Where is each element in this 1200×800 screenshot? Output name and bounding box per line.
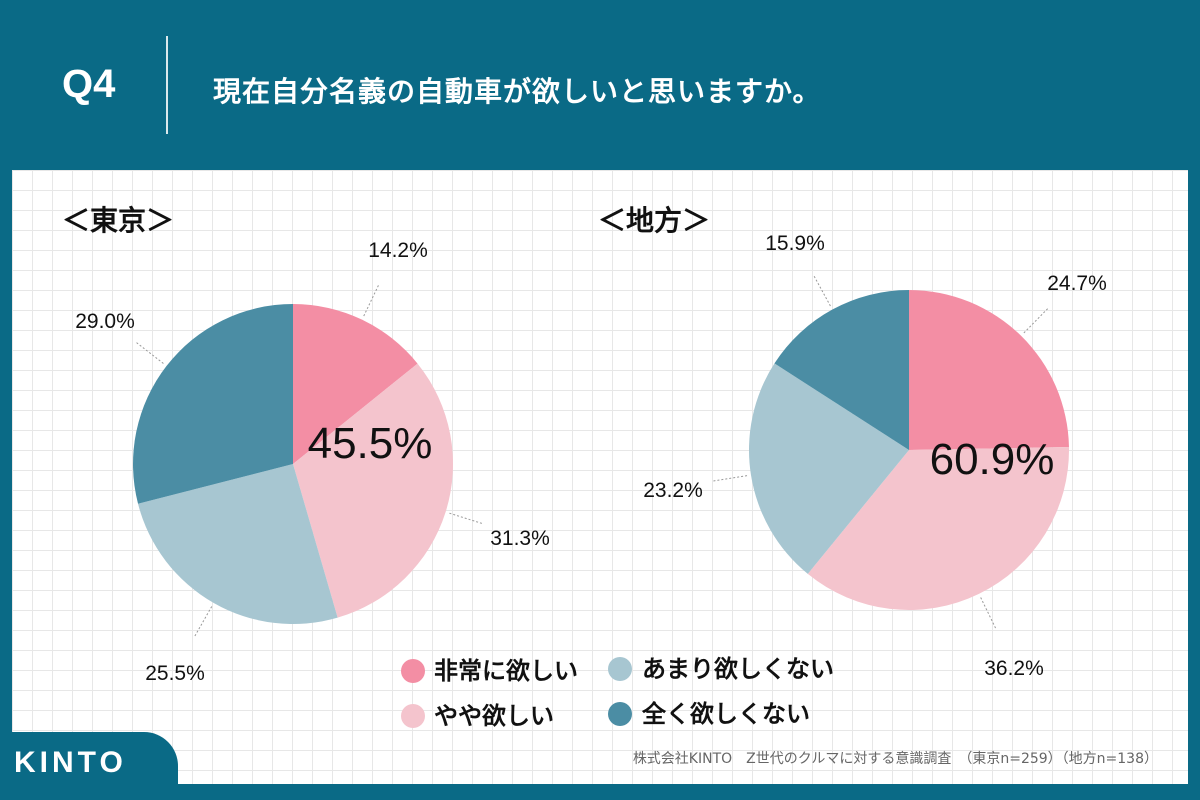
tokyo-label-very-want: 14.2% [368, 239, 428, 262]
tokyo-leader-very-want [363, 285, 379, 317]
regional-slice-not-at-all [774, 290, 909, 450]
tokyo-slice-somewhat-want [293, 363, 453, 618]
regional-slice-very-want [909, 290, 1069, 450]
tokyo-slice-not-at-all [132, 304, 293, 504]
regional-leader-not-much [713, 475, 748, 482]
logo-text: KINTO [14, 746, 127, 779]
question-number: Q4 [62, 62, 116, 106]
source-note: 株式会社KINTO Z世代のクルマに対する意識調査 （東京n=259）（地方n=… [632, 751, 1158, 767]
tokyo-center-total: 45.5% [308, 419, 433, 468]
regional-slice-somewhat-want [807, 446, 1069, 610]
regional-label-somewhat-want: 36.2% [984, 657, 1044, 680]
tokyo-label-not-much: 25.5% [145, 662, 205, 685]
tokyo-label-somewhat-want: 31.3% [490, 527, 550, 550]
regional-leader-not-at-all [813, 275, 831, 307]
tokyo-slice-not-much [138, 464, 338, 624]
regional-leader-somewhat-want [980, 597, 996, 629]
legend-label-very-want: 非常に欲しい [434, 657, 578, 685]
regional-slice-not-much [748, 363, 909, 574]
legend-swatch-not-much [608, 657, 632, 681]
tokyo-title: ＜東京＞ [62, 204, 174, 237]
tokyo-slice-very-want [293, 304, 418, 464]
kinto-logo: KINTO [0, 732, 178, 800]
legend-label-not-much: あまり欲しくない [642, 655, 834, 683]
tokyo-label-not-at-all: 29.0% [75, 310, 135, 333]
tokyo-leader-somewhat-want [449, 512, 483, 524]
regional-center-total: 60.9% [930, 435, 1055, 484]
regional-label-not-much: 23.2% [643, 479, 703, 502]
legend-label-somewhat-want: やや欲しい [434, 702, 554, 730]
tokyo-leader-not-much [194, 606, 213, 637]
legend: 非常に欲しい あまり欲しくない やや欲しい 全く欲しくない [401, 655, 834, 730]
legend-swatch-somewhat-want [401, 704, 425, 728]
regional-label-very-want: 24.7% [1047, 272, 1107, 295]
tokyo-leader-not-at-all [136, 342, 164, 364]
regional-leader-very-want [1023, 308, 1049, 334]
legend-swatch-not-at-all [608, 702, 632, 726]
regional-label-not-at-all: 15.9% [765, 232, 825, 255]
tokyo-pie: 14.2% 31.3% 25.5% 29.0% [75, 239, 550, 685]
header: Q4 現在自分名義の自動車が欲しいと思いますか。 [0, 0, 1200, 170]
legend-label-not-at-all: 全く欲しくない [641, 700, 810, 728]
question-title: 現在自分名義の自動車が欲しいと思いますか。 [213, 75, 822, 108]
regional-title: ＜地方＞ [598, 204, 710, 237]
regional-pie: 24.7% 36.2% 23.2% 15.9% [643, 232, 1107, 680]
header-divider [166, 36, 168, 134]
legend-swatch-very-want [401, 659, 425, 683]
